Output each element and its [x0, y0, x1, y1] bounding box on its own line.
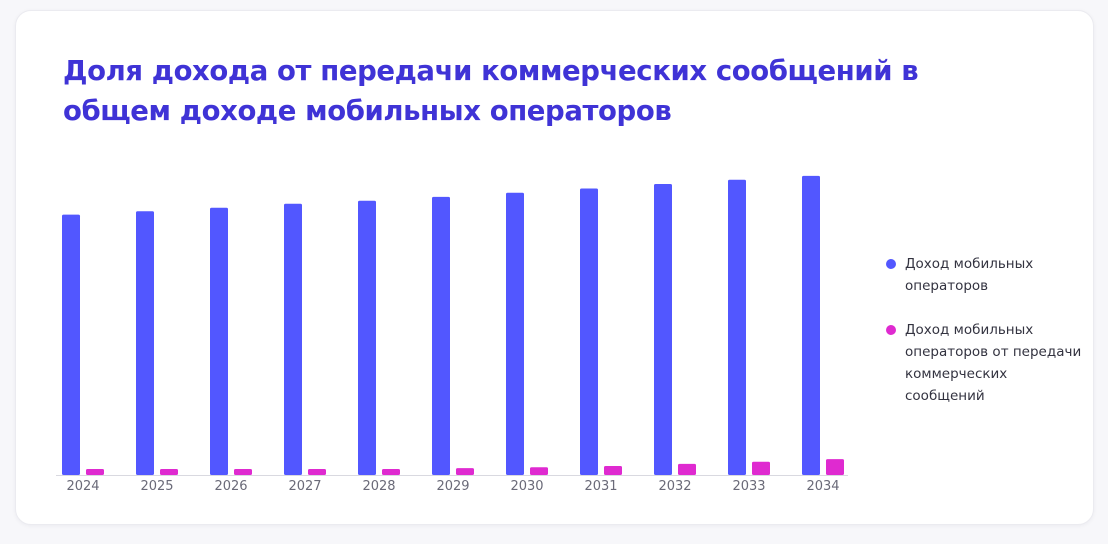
x-tick-label-2031: 2031 [584, 479, 617, 494]
legend-dot-icon [886, 259, 896, 269]
chart-card: Доля дохода от передачи коммерческих соо… [15, 10, 1094, 525]
bar-total-revenue-2028 [358, 200, 376, 476]
x-tick-label-2030: 2030 [510, 479, 543, 494]
bar-total-revenue-2030 [506, 192, 524, 475]
bar-total-revenue-2026 [210, 207, 228, 475]
legend-item-messaging-revenue: Доход мобильных операторов от передачи к… [886, 319, 1086, 407]
x-tick-label-2026: 2026 [214, 479, 247, 494]
x-tick-label-2032: 2032 [658, 479, 691, 494]
bar-messaging-revenue-2025 [160, 469, 178, 475]
x-tick-label-2024: 2024 [66, 479, 99, 494]
bar-messaging-revenue-2028 [382, 469, 400, 475]
bar-messaging-revenue-2029 [456, 468, 474, 475]
bar-messaging-revenue-2031 [604, 466, 622, 475]
bar-total-revenue-2034 [802, 175, 820, 475]
legend-item-total-revenue: Доход мобильных операторов [886, 253, 1086, 297]
x-tick-label-2025: 2025 [140, 479, 173, 494]
chart-title: Доля дохода от передачи коммерческих соо… [63, 55, 919, 127]
bar-total-revenue-2025 [136, 211, 154, 476]
x-tick-label-2033: 2033 [732, 479, 765, 494]
chart-legend: Доход мобильных операторов Доход мобильны… [886, 253, 1086, 429]
bar-total-revenue-2029 [432, 196, 450, 475]
x-tick-label-2029: 2029 [436, 479, 469, 494]
bar-total-revenue-2033 [728, 179, 746, 476]
bar-messaging-revenue-2026 [234, 469, 252, 475]
x-tick-label-2034: 2034 [806, 479, 839, 494]
x-tick-label-2027: 2027 [288, 479, 321, 494]
legend-dot-icon [886, 325, 896, 335]
bar-total-revenue-2032 [654, 184, 672, 475]
bar-total-revenue-2027 [284, 203, 302, 476]
bar-total-revenue-2024 [62, 214, 80, 475]
bar-total-revenue-2031 [580, 188, 598, 475]
legend-label: Доход мобильных операторов от передачи к… [905, 322, 1082, 404]
bar-messaging-revenue-2030 [530, 467, 548, 475]
bar-messaging-revenue-2024 [86, 469, 104, 475]
x-tick-label-2028: 2028 [362, 479, 395, 494]
legend-label: Доход мобильных операторов [905, 256, 1034, 294]
bar-messaging-revenue-2027 [308, 469, 326, 475]
bar-messaging-revenue-2034 [826, 459, 844, 475]
bar-messaging-revenue-2033 [752, 461, 770, 475]
bar-chart: 2024 2025 2026 2027 2028 2029 2030 2031 2032 2033… [56, 175, 848, 494]
bar-messaging-revenue-2032 [678, 463, 696, 475]
